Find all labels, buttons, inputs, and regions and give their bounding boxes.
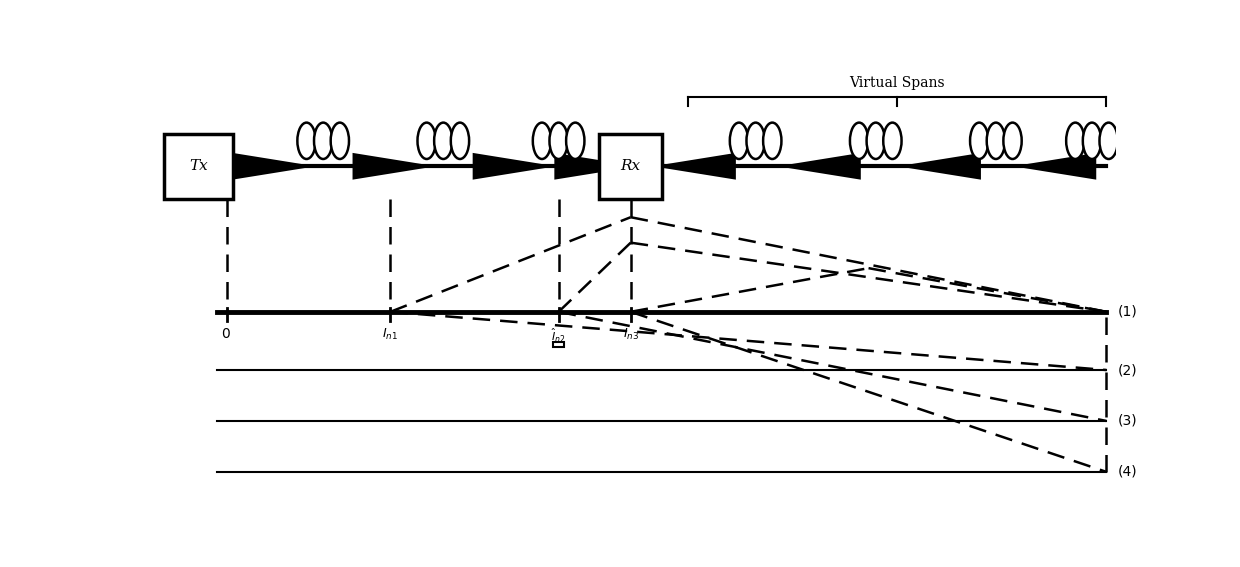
Polygon shape: [906, 155, 980, 178]
Ellipse shape: [1066, 122, 1085, 159]
Polygon shape: [474, 155, 547, 178]
Ellipse shape: [533, 122, 551, 159]
Polygon shape: [786, 155, 859, 178]
Ellipse shape: [1100, 122, 1117, 159]
Ellipse shape: [298, 122, 316, 159]
Ellipse shape: [883, 122, 901, 159]
Ellipse shape: [331, 122, 348, 159]
Ellipse shape: [987, 122, 1006, 159]
FancyBboxPatch shape: [164, 134, 233, 199]
Bar: [553, 342, 564, 347]
Ellipse shape: [1003, 122, 1022, 159]
Polygon shape: [1022, 155, 1095, 178]
Ellipse shape: [849, 122, 868, 159]
Ellipse shape: [970, 122, 988, 159]
Polygon shape: [661, 155, 734, 178]
Text: $I_{n1}$: $I_{n1}$: [382, 327, 398, 342]
Text: 0: 0: [221, 328, 229, 341]
Text: $\hat{I}_{n2}$: $\hat{I}_{n2}$: [552, 327, 565, 345]
Ellipse shape: [1083, 122, 1101, 159]
Ellipse shape: [746, 122, 765, 159]
Ellipse shape: [418, 122, 435, 159]
FancyBboxPatch shape: [599, 134, 662, 199]
Ellipse shape: [867, 122, 885, 159]
Text: (2): (2): [1118, 363, 1137, 377]
Ellipse shape: [314, 122, 332, 159]
Ellipse shape: [730, 122, 748, 159]
Polygon shape: [556, 155, 629, 178]
Ellipse shape: [567, 122, 584, 159]
Text: $I_{n3}$: $I_{n3}$: [622, 327, 639, 342]
Text: Tx: Tx: [188, 159, 207, 174]
Ellipse shape: [763, 122, 781, 159]
Text: (3): (3): [1118, 414, 1137, 428]
Text: (1): (1): [1118, 305, 1137, 319]
Text: Virtual Spans: Virtual Spans: [849, 76, 945, 90]
Polygon shape: [234, 155, 306, 178]
Polygon shape: [353, 155, 427, 178]
Ellipse shape: [434, 122, 453, 159]
Ellipse shape: [451, 122, 469, 159]
Text: Rx: Rx: [621, 159, 641, 174]
Text: (4): (4): [1118, 465, 1137, 479]
Ellipse shape: [549, 122, 568, 159]
